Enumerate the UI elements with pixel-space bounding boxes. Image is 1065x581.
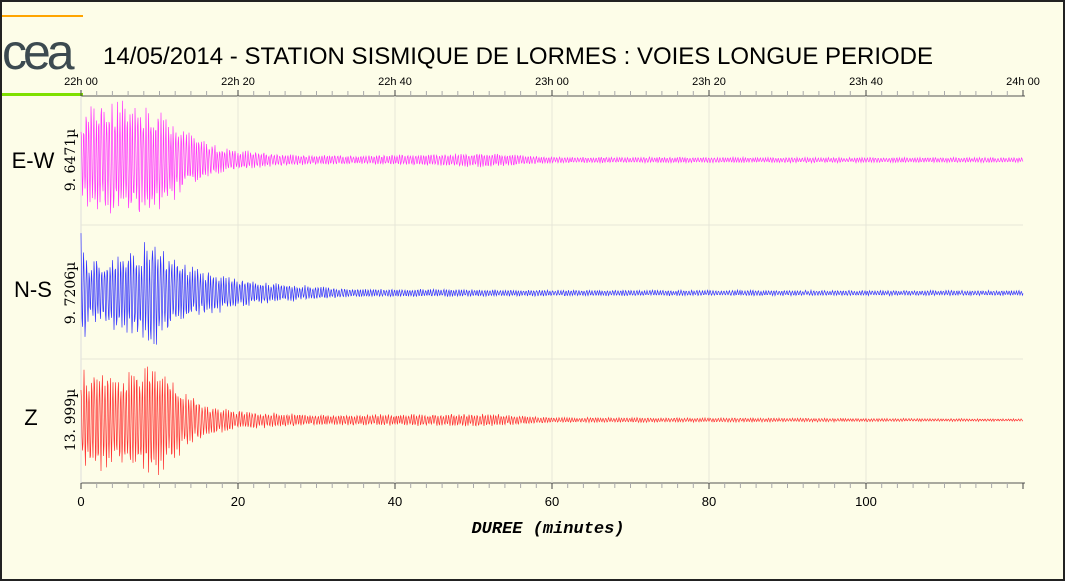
top-time-label: 22h 20 [221,76,255,88]
top-time-label: 23h 40 [849,76,883,88]
waveform [80,366,1023,476]
x-axis-label: DUREE (minutes) [471,520,624,539]
scale-label: 9. 7206µ [63,262,79,325]
top-time-label: 23h 20 [692,76,726,88]
top-time-label: 22h 40 [378,76,412,88]
waveform [80,233,1024,345]
cea-logo: cea [2,15,83,96]
x-tick-label: 20 [231,494,245,509]
logo-bottom-bar [2,93,83,96]
trace-z: Z 13. 999µ [24,366,1023,476]
top-time-label: 23h 00 [535,76,569,88]
x-tick-label: 60 [545,494,559,509]
logo-text: cea [2,24,75,80]
scale-label: 9. 6471µ [63,129,79,192]
scale-label: 13. 999µ [63,389,79,452]
logo-top-bar [2,15,83,17]
x-tick-label: 80 [702,494,716,509]
channel-label: E-W [12,148,55,173]
x-tick-label: 40 [388,494,402,509]
top-time-label: 24h 00 [1006,76,1040,88]
channel-label: Z [24,405,37,430]
waveform [80,100,1024,214]
top-time-label: 22h 00 [64,76,98,88]
channel-label: N-S [14,277,52,302]
x-tick-label: 0 [77,494,84,509]
x-tick-label: 100 [855,494,877,509]
trace-n-s: N-S 9. 7206µ [14,233,1024,345]
trace-e-w: E-W 9. 6471µ [12,100,1024,214]
chart-title: 14/05/2014 - STATION SISMIQUE DE LORMES … [103,43,933,70]
